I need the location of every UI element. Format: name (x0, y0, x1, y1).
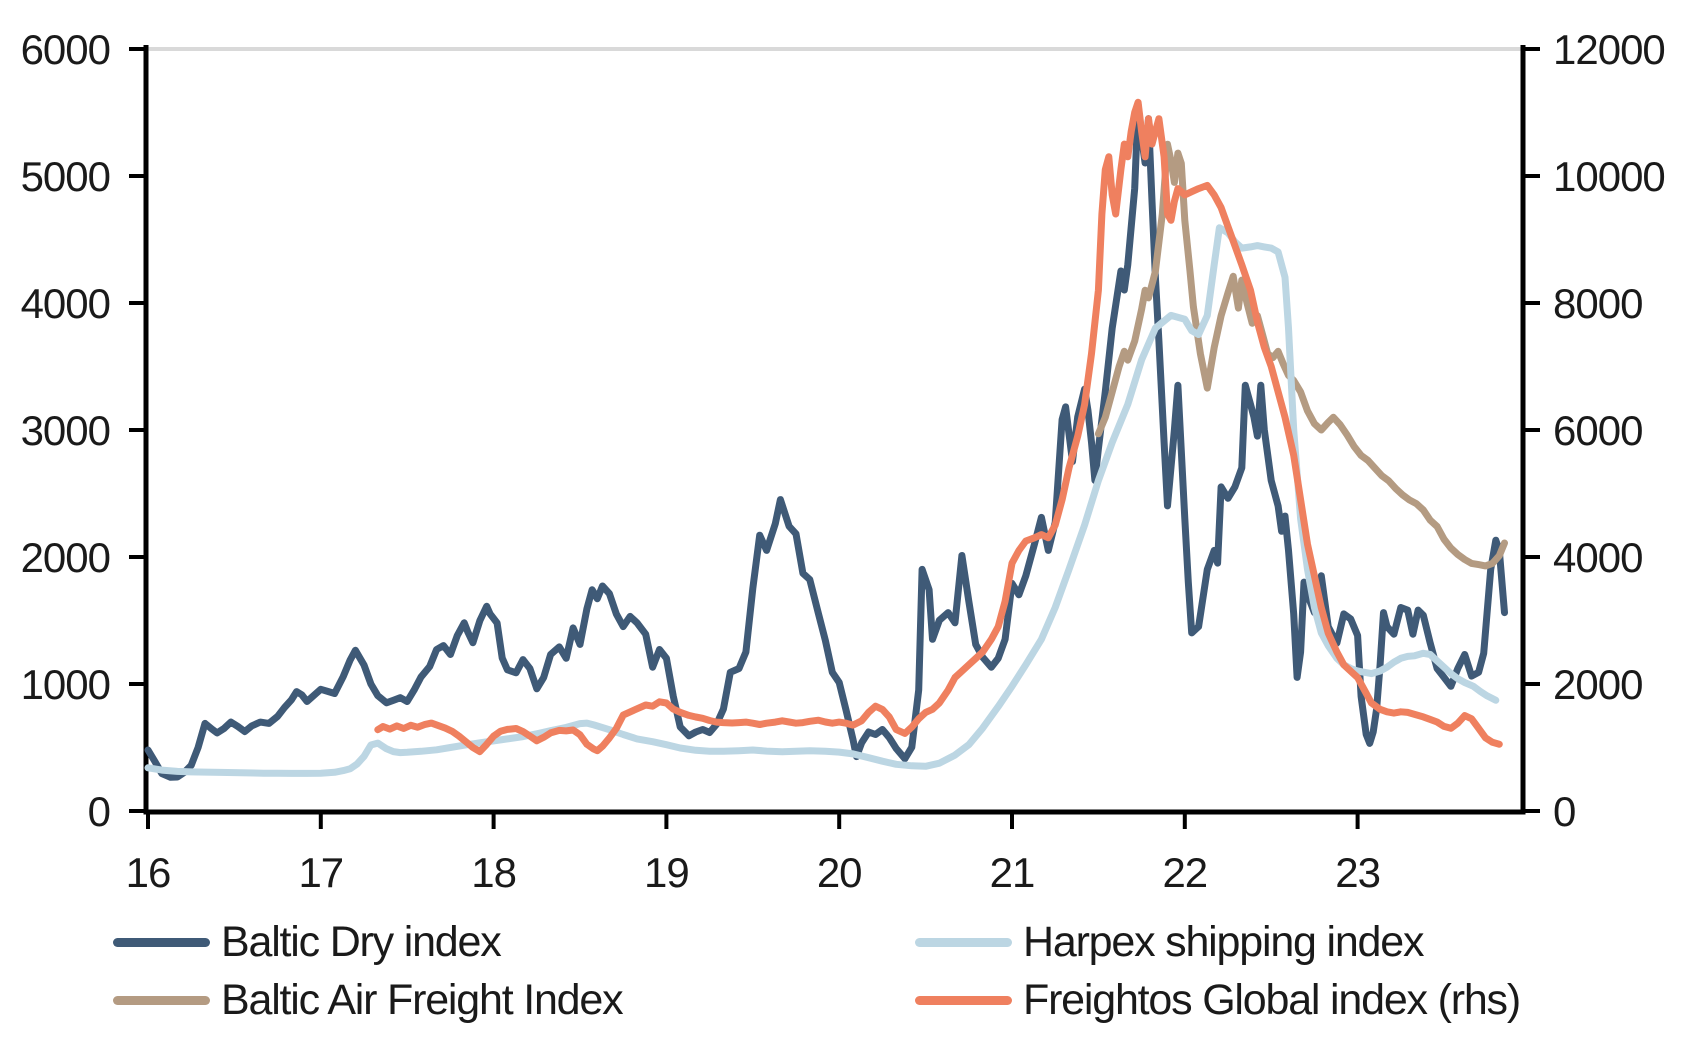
y-left-tick-label: 6000 (21, 26, 110, 73)
y-left-tick-label: 2000 (21, 534, 110, 581)
y-left-tick-label: 5000 (21, 153, 110, 200)
x-tick-label: 22 (1162, 849, 1207, 896)
y-right-tick-label: 10000 (1553, 153, 1665, 200)
x-tick-label: 18 (471, 849, 516, 896)
series-line-baltic-dry (144, 101, 1508, 781)
x-tick-label: 16 (126, 849, 171, 896)
x-tick-label: 21 (990, 849, 1035, 896)
y-right-tick-label: 4000 (1553, 534, 1642, 581)
x-tick-label: 19 (644, 849, 689, 896)
y-right-tick-label: 8000 (1553, 280, 1642, 327)
y-right-tick-label: 12000 (1553, 26, 1665, 73)
y-left-tick-label: 0 (88, 788, 110, 835)
y-left-tick-label: 4000 (21, 280, 110, 327)
y-left-tick-label: 1000 (21, 661, 110, 708)
series-line-freightos (374, 98, 1503, 756)
x-tick-label: 23 (1335, 849, 1380, 896)
x-tick-label: 17 (298, 849, 343, 896)
series-line-harpex (144, 224, 1500, 777)
y-right-tick-label: 6000 (1553, 407, 1642, 454)
x-tick-label: 20 (817, 849, 862, 896)
y-left-tick-label: 3000 (21, 407, 110, 454)
y-right-tick-label: 2000 (1553, 661, 1642, 708)
y-right-tick-label: 0 (1553, 788, 1575, 835)
